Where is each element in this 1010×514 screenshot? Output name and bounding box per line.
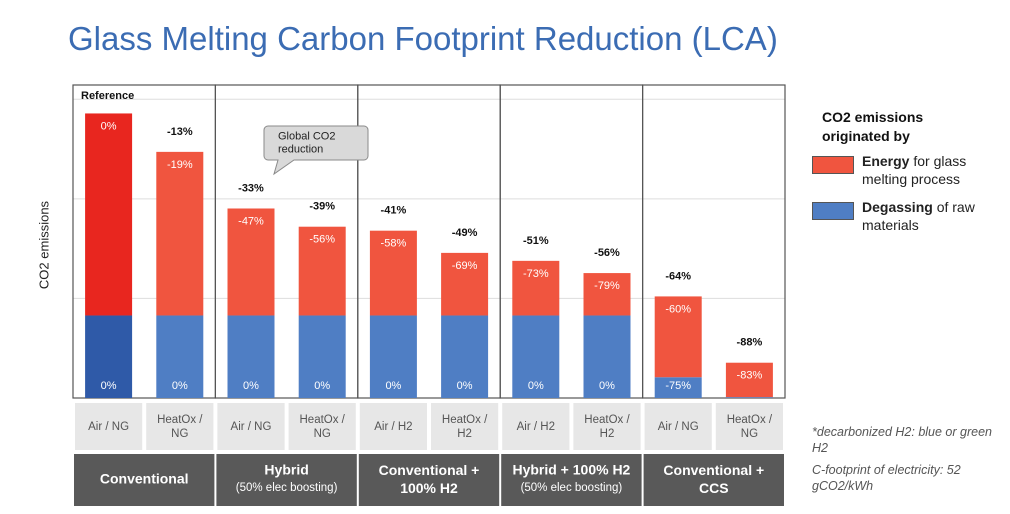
total-label: -88% <box>737 337 763 349</box>
segment-label: -69% <box>452 260 478 272</box>
bar-segment <box>85 315 133 398</box>
footnote: C-footprint of electricity: 52 gCO2/kWh <box>812 463 961 493</box>
bar-segment <box>85 113 133 316</box>
category-box <box>715 403 783 450</box>
x-tick-label: Air / H2 <box>517 421 555 433</box>
total-label: -41% <box>381 205 407 217</box>
bar-segment <box>156 151 204 316</box>
annotation: Global CO2 reduction <box>263 125 369 176</box>
segment-label: 0% <box>101 380 117 392</box>
segment-label: -73% <box>523 268 549 280</box>
bar-segment <box>298 226 346 316</box>
group-subtitle: (50% elec boosting) <box>236 482 338 494</box>
bar-segment <box>725 362 773 398</box>
x-tick-label: HeatOx / H2 <box>584 414 630 440</box>
segment-label: -60% <box>665 303 691 315</box>
category-box <box>217 403 285 450</box>
total-label: -49% <box>452 227 478 239</box>
legend-label: Energy for glass melting process <box>862 153 967 187</box>
total-label: -64% <box>665 270 691 282</box>
category-box <box>288 403 356 450</box>
bar-segment <box>298 315 346 398</box>
x-tick-label: Air / NG <box>88 421 129 433</box>
bar-segment <box>725 397 773 398</box>
x-tick-label: HeatOx / NG <box>300 414 346 440</box>
x-tick-label: Air / H2 <box>374 421 412 433</box>
x-tick-label: HeatOx / NG <box>727 414 773 440</box>
category-box <box>359 403 427 450</box>
bar-segment <box>583 315 631 398</box>
reference-label: Reference <box>81 90 134 102</box>
segment-label: 0% <box>599 380 615 392</box>
segment-label: 0% <box>457 380 473 392</box>
category-box <box>502 403 570 450</box>
legend-swatch <box>812 202 854 220</box>
group-frame <box>641 84 786 399</box>
bar-segment <box>654 377 702 398</box>
group-label: Hybrid + 100% H2 <box>512 462 630 478</box>
annotation-text: Global CO2 reduction <box>278 130 335 155</box>
segment-label: -58% <box>381 238 407 250</box>
bar-segment <box>441 252 489 316</box>
group-label-box <box>501 454 642 506</box>
total-label: -13% <box>167 126 193 138</box>
segment-label: 0% <box>101 120 117 132</box>
annotation-box <box>263 125 369 176</box>
total-label: -56% <box>594 247 620 259</box>
segment-label: 0% <box>172 380 188 392</box>
group-label-box <box>216 454 357 506</box>
group-label: Conventional +100% H2 <box>379 462 480 496</box>
bar-segment <box>156 315 204 398</box>
segment-label: 0% <box>314 380 330 392</box>
group-label: Hybrid <box>264 462 308 478</box>
segment-label: 0% <box>528 380 544 392</box>
bar-segment <box>369 230 417 316</box>
bar-segment <box>512 260 560 316</box>
segment-label: -47% <box>238 215 264 227</box>
segment-label: -79% <box>594 280 620 292</box>
group-label: Conventional <box>100 471 189 487</box>
bar-segment <box>654 296 702 378</box>
category-box <box>431 403 499 450</box>
group-subtitle: (50% elec boosting) <box>521 482 623 494</box>
segment-label: -75% <box>665 380 691 392</box>
legend-label: Degassing of raw materials <box>862 199 975 233</box>
title: Glass Melting Carbon Footprint Reduction… <box>68 20 778 57</box>
bar-segment <box>369 315 417 398</box>
y-axis-label: CO2 emissions <box>36 200 51 289</box>
group-label-box <box>358 454 500 506</box>
bar-segment <box>227 315 275 398</box>
x-tick-label: Air / NG <box>658 421 699 433</box>
total-label: -51% <box>523 235 549 247</box>
bar-segment <box>512 315 560 398</box>
segment-label: -83% <box>737 370 763 382</box>
segment-label: -19% <box>167 159 193 171</box>
category-box <box>644 403 712 450</box>
group-label-box <box>643 454 784 506</box>
segment-label: 0% <box>243 380 259 392</box>
category-box <box>75 403 143 450</box>
total-label: -39% <box>309 201 335 213</box>
group-label-box <box>74 454 215 506</box>
footnote: *decarbonized H2: blue or green H2 <box>812 425 992 455</box>
x-tick-label: HeatOx / H2 <box>442 414 488 440</box>
group-label: Conventional + CCS <box>663 462 764 496</box>
segment-label: 0% <box>385 380 401 392</box>
legend-swatch <box>812 156 854 174</box>
x-tick-label: Air / NG <box>231 421 272 433</box>
bar-segment <box>583 273 631 316</box>
category-box <box>146 403 214 450</box>
bar-segment <box>227 208 275 316</box>
legend-title: CO2 emissions originated by <box>822 109 924 144</box>
category-box <box>573 403 641 450</box>
total-label: -33% <box>238 182 264 194</box>
x-tick-label: HeatOx / NG <box>157 414 203 440</box>
segment-label: -56% <box>309 234 335 246</box>
bar-segment <box>441 315 489 398</box>
